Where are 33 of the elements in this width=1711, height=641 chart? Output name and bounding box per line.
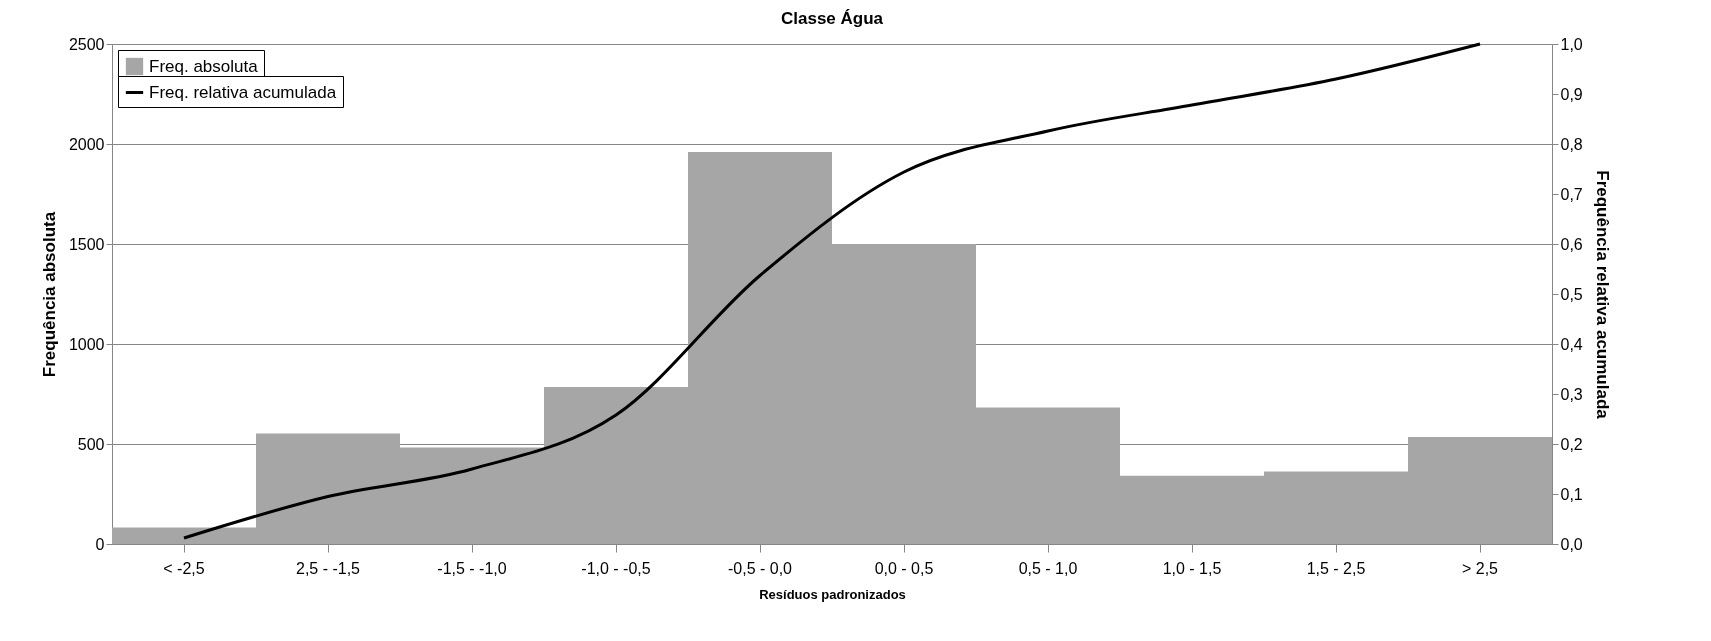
y2-tick-label: 0,0: [1560, 535, 1583, 553]
x-tick-label: -1,5 - -1,0: [437, 559, 507, 577]
y2-tick-label: 0,2: [1560, 435, 1583, 453]
y2-tick-label: 0,3: [1560, 385, 1583, 403]
y-tick-label: 1500: [68, 235, 105, 253]
legend-label: Freq. relativa acumulada: [149, 82, 337, 102]
y-axis-title: Frequência absoluta: [39, 211, 59, 378]
x-axis-title: Resíduos padronizados: [759, 586, 906, 602]
x-tick-label: < -2,5: [163, 559, 205, 577]
y2-tick-label: 1,0: [1560, 35, 1583, 53]
x-tick-label: 1,5 - 2,5: [1306, 559, 1366, 577]
x-tick-label: 0,5 - 1,0: [1018, 559, 1078, 577]
x-tick-label: -0,5 - 0,0: [727, 559, 793, 577]
y2-tick-label: 0,4: [1560, 335, 1583, 353]
x-tick-label: 0,0 - 0,5: [874, 559, 934, 577]
y2-tick-label: 0,9: [1560, 85, 1583, 103]
y2-axis-title: Frequência relativa acumulada: [1592, 170, 1612, 420]
y-tick-label: 0: [95, 535, 105, 553]
y-tick-label: 2500: [68, 35, 105, 53]
y2-tick-label: 0,8: [1560, 135, 1583, 153]
y2-tick-label: 0,7: [1560, 185, 1583, 203]
legend-label: Freq. absoluta: [149, 56, 259, 76]
x-tick-label: 2,5 - -1,5: [295, 559, 361, 577]
y2-tick-label: 0,5: [1560, 285, 1583, 303]
x-tick-label: > 2,5: [1461, 559, 1499, 577]
chart-title: Classe Água: [780, 9, 884, 28]
y2-tick-label: 0,1: [1560, 485, 1583, 503]
y-tick-label: 500: [77, 435, 105, 453]
x-tick-label: 1,0 - 1,5: [1162, 559, 1222, 577]
y2-tick-label: 0,6: [1560, 235, 1583, 253]
y-tick-label: 2000: [68, 135, 105, 153]
x-tick-label: -1,0 - -0,5: [581, 559, 651, 577]
y-tick-label: 1000: [68, 335, 105, 353]
